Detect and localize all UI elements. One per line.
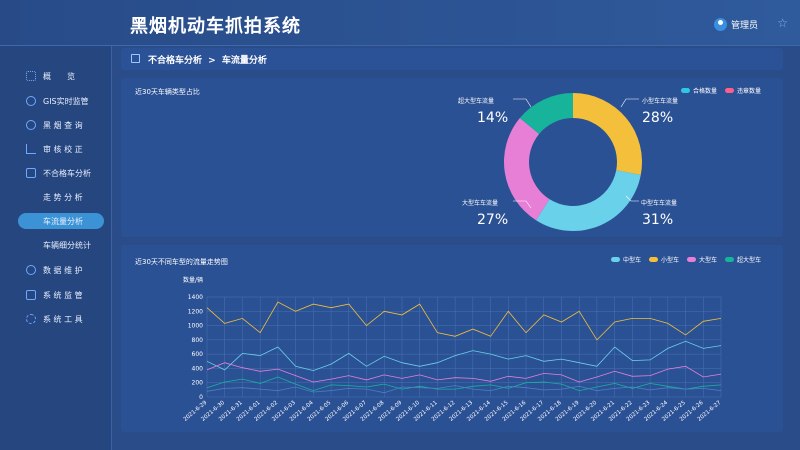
- legend-label: 合格数量: [692, 88, 717, 95]
- grid-icon: [26, 71, 36, 81]
- legend-label: 超大型车: [736, 257, 761, 264]
- legend-label: 中型车: [622, 257, 641, 264]
- sidebar-item-tools[interactable]: 系 统 工 具: [0, 311, 112, 327]
- edit-icon: [131, 54, 140, 63]
- monitor-icon: [26, 290, 36, 300]
- vehicle-type-share-panel: 近30天车辆类型占比 合格数量 违章数量 超大型车流量 14% 小型车车流量 2…: [121, 78, 783, 237]
- sidebar-item-label: 车辆细分统计: [43, 240, 91, 250]
- legend-swatch: [686, 257, 696, 262]
- donut-chart: [504, 93, 642, 232]
- series-line[interactable]: [206, 385, 722, 394]
- sidebar-item-query[interactable]: 黑 烟 查 询: [0, 117, 112, 133]
- y-tick-label: 1200: [188, 308, 203, 315]
- legend-item[interactable]: 超大型车: [724, 255, 761, 264]
- slice-pct-small: 28%: [642, 110, 674, 126]
- sidebar-subitem-trend[interactable]: 走 势 分 析: [0, 189, 112, 205]
- series-line[interactable]: [206, 340, 722, 372]
- legend-item[interactable]: 合格数量: [680, 86, 717, 95]
- donut-slice[interactable]: [519, 93, 573, 134]
- sidebar-item-label: 概 览: [43, 71, 75, 81]
- y-tick-label: 200: [192, 380, 204, 387]
- location-icon: [26, 96, 36, 106]
- legend-swatch: [610, 257, 620, 262]
- legend-item[interactable]: 小型车: [648, 255, 679, 264]
- breadcrumb: 不合格车分析 > 车流量分析: [121, 48, 783, 70]
- edit-icon: [26, 168, 36, 178]
- header-bar: 黑烟机动车抓拍系统 管理员 ☆: [0, 0, 800, 46]
- sidebar-item-gis[interactable]: GIS实时监管: [0, 93, 112, 109]
- sidebar-item-label: 系 统 工 具: [43, 314, 83, 324]
- sidebar-item-label: 黑 烟 查 询: [43, 120, 83, 130]
- line-legend: 中型车 小型车 大型车 超大型车: [610, 255, 761, 264]
- donut-slice[interactable]: [504, 118, 550, 221]
- panel-title: 近30天不同车型的流量走势图: [135, 258, 228, 266]
- slice-label-large: 大型车车流量: [462, 200, 499, 207]
- breadcrumb-parent[interactable]: 不合格车分析: [148, 56, 203, 66]
- slice-pct-medium: 31%: [642, 212, 674, 228]
- legend-label: 违章数量: [736, 88, 761, 95]
- sidebar-item-maintenance[interactable]: 数 据 维 护: [0, 262, 112, 278]
- sidebar-item-label: 走 势 分 析: [43, 192, 83, 202]
- breadcrumb-current: 车流量分析: [221, 56, 267, 66]
- traffic-trend-panel: 近30天不同车型的流量走势图 中型车 小型车 大型车 超大型车 数量/辆 0 20…: [121, 245, 783, 432]
- legend-item[interactable]: 中型车: [610, 255, 641, 264]
- slice-label-xl: 超大型车流量: [458, 98, 495, 105]
- sidebar-item-unqualified[interactable]: 不合格车分析: [0, 165, 112, 181]
- legend-swatch: [648, 257, 658, 262]
- leader-line: [513, 98, 532, 108]
- slice-pct-xl: 14%: [477, 110, 509, 126]
- gear-icon: [26, 314, 36, 324]
- legend-swatch: [680, 88, 690, 93]
- y-axis-label: 数量/辆: [183, 276, 203, 284]
- chart-icon: [26, 144, 36, 154]
- user-menu[interactable]: 管理员: [713, 18, 758, 31]
- leader-line: [625, 195, 639, 202]
- leader-line: [620, 98, 639, 108]
- sidebar-item-label: 系 统 监 管: [43, 290, 83, 300]
- sidebar-item-label: 数 据 维 护: [43, 265, 83, 275]
- minus-circle-icon: [26, 265, 36, 275]
- user-name: 管理员: [730, 21, 758, 31]
- donut-legend: 合格数量 违章数量: [680, 86, 761, 95]
- sidebar: 概 览 GIS实时监管 黑 烟 查 询 审 核 校 正 不合格车分析 走 势 分…: [0, 46, 112, 450]
- legend-swatch: [724, 257, 734, 262]
- y-tick-label: 800: [192, 337, 204, 344]
- y-tick-label: 0: [199, 394, 203, 401]
- sidebar-item-monitor[interactable]: 系 统 监 管: [0, 287, 112, 303]
- sidebar-subitem-breakdown[interactable]: 车辆细分统计: [0, 237, 112, 253]
- series-line[interactable]: [206, 362, 722, 383]
- legend-label: 小型车: [660, 257, 679, 264]
- slice-label-small: 小型车车流量: [642, 98, 679, 105]
- donut-slice[interactable]: [573, 93, 642, 175]
- donut-slice[interactable]: [536, 170, 641, 232]
- sidebar-item-overview[interactable]: 概 览: [0, 68, 112, 84]
- slice-pct-large: 27%: [477, 212, 509, 228]
- sidebar-item-label: 审 核 校 正: [43, 144, 83, 154]
- user-avatar-icon: [713, 18, 727, 31]
- star-icon[interactable]: ☆: [777, 16, 788, 30]
- y-tick-label: 1400: [188, 294, 203, 301]
- sidebar-item-audit[interactable]: 审 核 校 正: [0, 141, 112, 157]
- legend-item[interactable]: 违章数量: [724, 86, 761, 95]
- legend-swatch: [724, 88, 734, 93]
- y-tick-label: 400: [192, 365, 204, 372]
- legend-item[interactable]: 大型车: [686, 255, 717, 264]
- slice-label-medium: 中型车车流量: [641, 200, 678, 207]
- y-tick-label: 600: [192, 351, 204, 358]
- y-tick-label: 1000: [188, 323, 203, 330]
- legend-label: 大型车: [698, 257, 717, 264]
- sidebar-subitem-traffic[interactable]: 车流量分析: [18, 213, 104, 229]
- app-title: 黑烟机动车抓拍系统: [130, 16, 301, 37]
- leader-line: [513, 200, 532, 209]
- breadcrumb-separator: >: [208, 56, 216, 66]
- sidebar-item-label: 车流量分析: [43, 216, 83, 226]
- panel-title: 近30天车辆类型占比: [135, 88, 200, 96]
- sidebar-item-label: 不合格车分析: [43, 168, 91, 178]
- sidebar-item-label: GIS实时监管: [43, 96, 89, 106]
- series-line[interactable]: [206, 301, 722, 341]
- search-icon: [26, 120, 36, 130]
